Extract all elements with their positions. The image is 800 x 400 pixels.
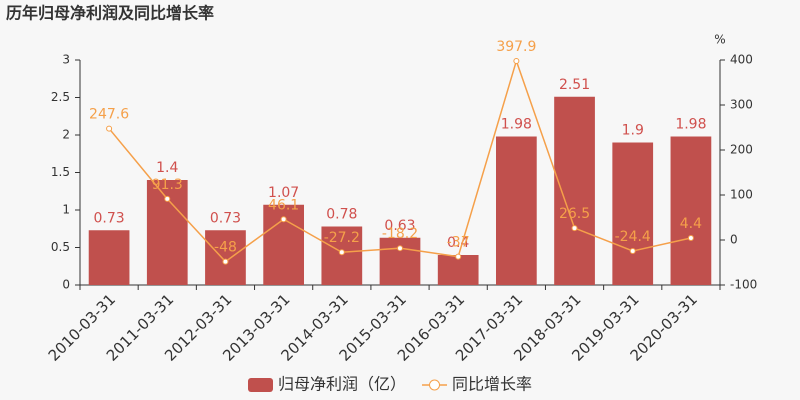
line-point [280,216,287,223]
line-value-label: 26.5 [559,206,590,222]
chart-title: 历年归母净利润及同比增长率 [6,4,214,23]
line-value-label: -18.2 [382,226,418,242]
y-tick-label: 0.5 [51,240,70,254]
line-value-label: 4.4 [680,216,702,232]
y2-tick-label: 400 [730,53,753,67]
y2-tick-label: 300 [730,98,753,112]
legend-label: 归母净利润（亿） [278,375,406,394]
y-tick-label: 3 [62,53,70,67]
line-value-label: 397.9 [496,39,536,55]
bar-value-label: 0.73 [94,210,125,226]
bar [496,136,537,285]
bar [205,230,246,285]
bar-value-label: 1.9 [622,123,644,139]
line-point [629,247,636,254]
legend-swatch [248,378,273,392]
bar-value-label: 1.4 [156,160,178,176]
bar [88,230,130,285]
bar-value-label: 0.63 [384,218,415,234]
bar [379,237,421,285]
bar-value-label: 1.98 [675,117,706,133]
line-point [164,195,171,202]
y-tick-label: 2 [62,128,70,142]
line-value-label: -24.4 [615,229,651,245]
y2-tick-label: 0 [730,233,738,247]
line-value-label: -48 [214,240,237,256]
y2-tick-label: 200 [730,143,753,157]
bar [612,142,654,285]
line-value-label: 46.1 [268,197,299,213]
y2-tick-label: 100 [730,188,753,202]
y2-axis-label: % [714,33,725,47]
bar [437,255,479,285]
line-point [397,245,403,252]
legend-label: 同比增长率 [452,375,532,394]
line-value-label: -27.2 [324,230,360,246]
line-value-label: 91.3 [152,177,183,193]
bar [670,136,712,285]
bar [554,96,595,285]
bar-value-label: 1.98 [501,117,532,133]
line-point [106,125,113,132]
legend-swatch [429,379,441,391]
line-point [455,253,462,260]
y-tick-label: 2.5 [51,90,70,104]
line-point [513,57,520,64]
bar [321,226,363,285]
bar-value-label: 2.51 [559,77,590,93]
y-tick-label: 1.5 [51,165,70,179]
bar-value-label: 1.07 [268,185,299,201]
line-point [222,258,229,265]
y-tick-label: 0 [62,278,70,292]
line-value-label: 247.6 [89,107,129,123]
y2-tick-label: -100 [730,278,757,292]
bar-value-label: 0.78 [326,207,357,223]
line-point [687,235,694,242]
line-value-label: -37 [447,235,470,251]
bar [146,180,188,285]
line-point [338,249,345,256]
bar-value-label: 0.73 [210,210,241,226]
y-tick-label: 1 [62,203,70,217]
line-point [571,225,578,232]
